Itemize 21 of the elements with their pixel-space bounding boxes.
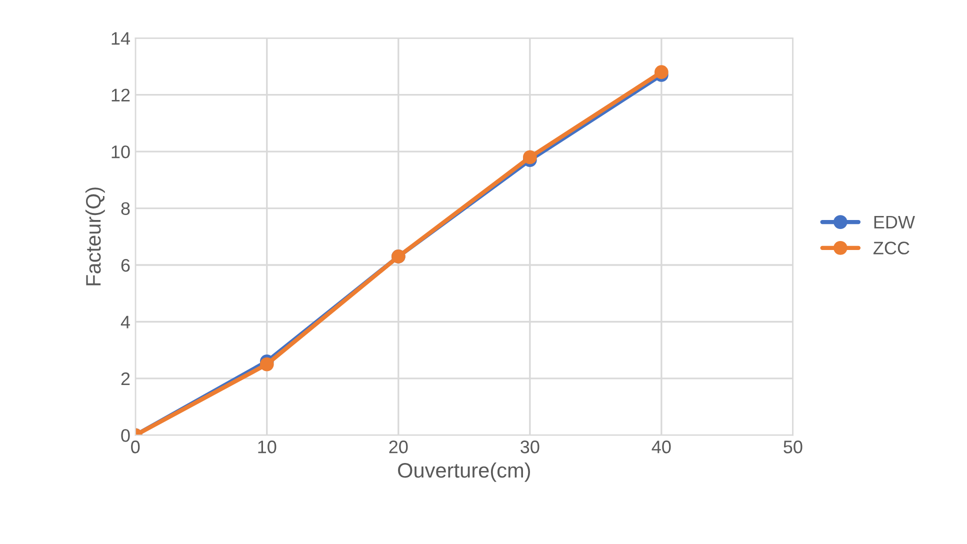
x-tick-label: 40 <box>652 440 671 454</box>
y-tick-label: 4 <box>120 316 130 328</box>
y-tick-label: 8 <box>121 202 130 215</box>
y-tick-label: 12 <box>112 88 130 102</box>
legend-label: EDW <box>874 216 915 228</box>
y-tick-label: 0 <box>121 429 130 442</box>
x-tick-label: 20 <box>389 440 408 454</box>
y-tick-label: 14 <box>112 32 130 45</box>
x-tick-label: 50 <box>784 440 802 454</box>
point <box>522 150 537 164</box>
x-tick-label: 0 <box>131 440 140 454</box>
x-axis-title: Ouverture(cm) <box>398 462 530 482</box>
point <box>260 357 274 372</box>
y-tick-label: 6 <box>121 258 130 272</box>
y-tick-label: 10 <box>112 145 130 158</box>
x-tick-label: 10 <box>258 440 276 454</box>
x-tick-label: 30 <box>520 440 540 454</box>
y-tick-label: 2 <box>121 372 130 386</box>
y-axis-title: Facteur(Q) <box>85 188 105 286</box>
legend-label: ZCC <box>873 242 910 254</box>
point <box>654 65 668 80</box>
